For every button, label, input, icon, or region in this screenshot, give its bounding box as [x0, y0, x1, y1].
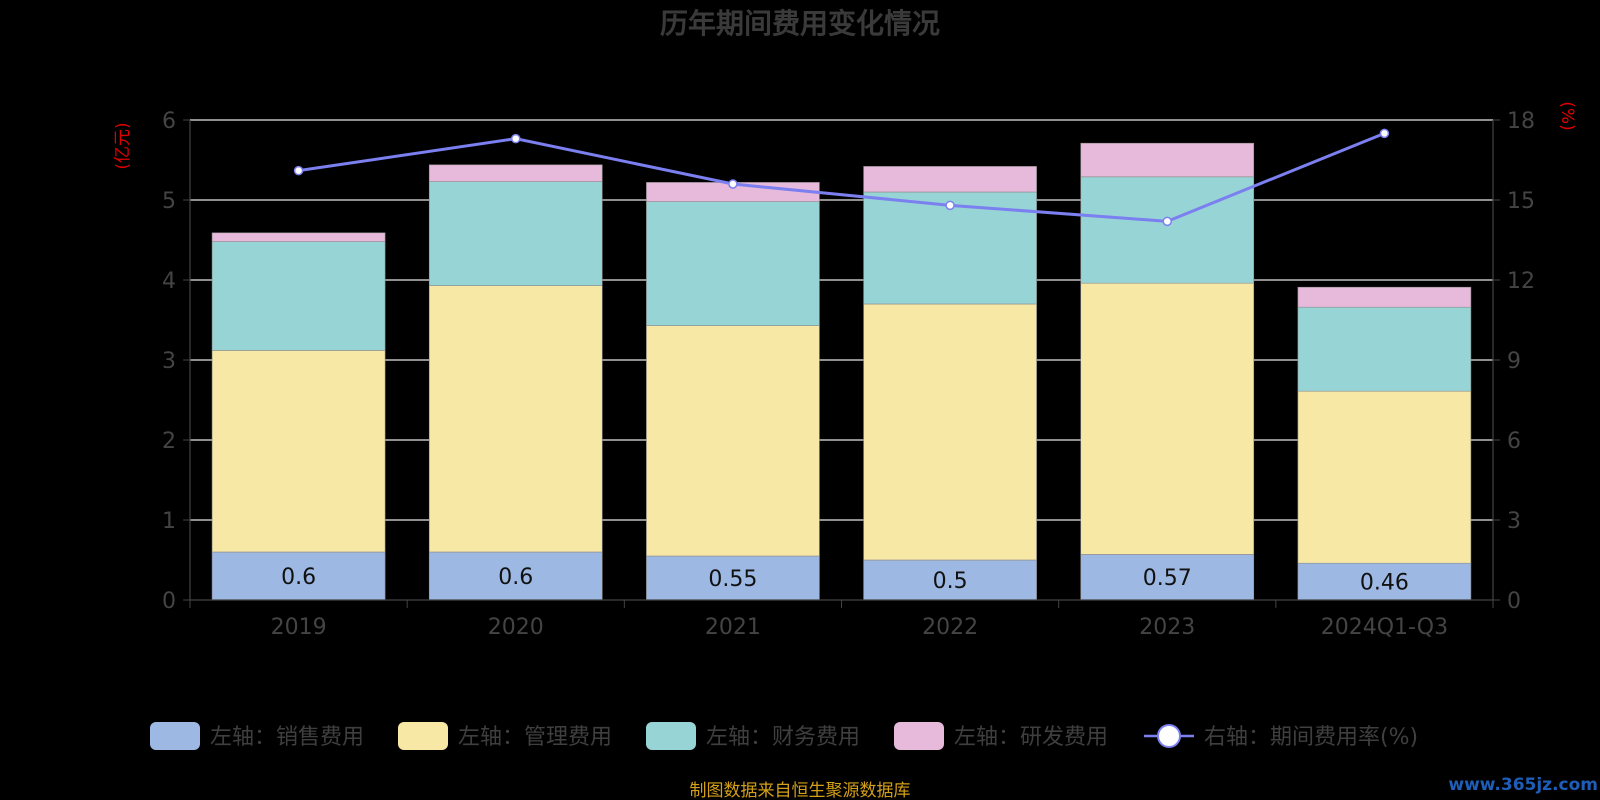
- bar-segment: [1297, 306, 1472, 392]
- legend-label: 右轴：期间费用率(%): [1204, 725, 1418, 750]
- right-axis-tick: 9: [1507, 349, 1521, 374]
- x-axis-label: 2019: [271, 615, 327, 640]
- bar-segment: [428, 285, 603, 553]
- bar-value-label: 0.46: [1360, 571, 1409, 596]
- legend-label: 左轴：销售费用: [210, 725, 364, 750]
- bar-segment: [428, 164, 603, 182]
- chart-title: 历年期间费用变化情况: [660, 7, 940, 40]
- right-axis-tick: 0: [1507, 589, 1521, 614]
- left-axis-tick: 2: [162, 429, 176, 454]
- right-axis-tick: 6: [1507, 429, 1521, 454]
- left-axis-tick: 1: [162, 509, 176, 534]
- bar-segment: [863, 166, 1037, 193]
- rate-point: [1379, 128, 1390, 139]
- bar-value-label: 0.57: [1143, 566, 1192, 591]
- legend-swatch: [150, 722, 200, 750]
- legend-marker: [1157, 724, 1181, 748]
- right-axis-tick: 3: [1507, 509, 1521, 534]
- bar-segment: [1080, 142, 1255, 178]
- left-axis-tick: 5: [162, 189, 176, 214]
- bar-segment: [1080, 554, 1255, 601]
- x-axis-label: 2021: [705, 615, 761, 640]
- bar-segment: [1080, 282, 1255, 555]
- bar-segment: [211, 241, 386, 351]
- bars: 0.6 0.6 0.55 0.5 0.57 0.46: [211, 142, 1472, 601]
- right-axis-tick: 15: [1507, 189, 1535, 214]
- x-axis-label: 2022: [922, 615, 978, 640]
- source-note: 制图数据来自恒生聚源数据库: [690, 781, 911, 800]
- bar-value-label: 0.55: [708, 567, 757, 592]
- bar-segment: [863, 303, 1037, 561]
- bar-segment: [211, 350, 386, 553]
- x-axis-label: 2020: [488, 615, 544, 640]
- grid: [190, 119, 1493, 521]
- left-axis-unit: (亿元): [113, 122, 133, 169]
- legend-swatch: [646, 722, 696, 750]
- bar-segment: [428, 551, 603, 601]
- legend-swatch: [398, 722, 448, 750]
- bar-segment: [1080, 176, 1255, 284]
- legend-label: 左轴：管理费用: [458, 725, 612, 750]
- rate-point: [1162, 216, 1172, 227]
- legend: 左轴：销售费用 左轴：管理费用 左轴：财务费用 左轴：研发费用 右轴：期间费用率(%): [150, 722, 1418, 750]
- x-axis-label: 2023: [1139, 615, 1195, 640]
- bar-segment: [1297, 390, 1472, 564]
- bar-value-label: 0.6: [498, 565, 533, 590]
- legend-label: 左轴：财务费用: [706, 725, 860, 750]
- bar-segment: [1297, 286, 1472, 308]
- rate-point: [293, 165, 304, 176]
- left-axis-tick: 0: [162, 589, 176, 614]
- bar-segment: [211, 232, 386, 242]
- left-axis-tick: 4: [162, 269, 176, 294]
- bar-segment: [646, 201, 820, 326]
- right-axis-tick: 18: [1507, 109, 1535, 134]
- right-axis-unit: (%): [1557, 101, 1577, 130]
- watermark: www.365jz.com: [1448, 775, 1598, 795]
- bar-segment: [646, 325, 820, 557]
- x-axis-label: 2024Q1-Q3: [1321, 615, 1448, 640]
- bar-value-label: 0.5: [933, 569, 968, 594]
- legend-swatch: [894, 722, 944, 750]
- bar-segment: [428, 181, 603, 286]
- left-axis-tick: 6: [162, 109, 176, 134]
- rate-line: [293, 128, 1390, 227]
- rate-line-path: [298, 131, 1385, 223]
- left-axis-tick: 3: [162, 349, 176, 374]
- legend-label: 左轴：研发费用: [954, 725, 1108, 750]
- right-axis-tick: 12: [1507, 269, 1535, 294]
- rate-point: [945, 200, 955, 211]
- bar-segment: [646, 555, 820, 601]
- rate-point: [728, 179, 738, 189]
- bar-value-label: 0.6: [281, 565, 316, 590]
- rate-point: [511, 133, 521, 144]
